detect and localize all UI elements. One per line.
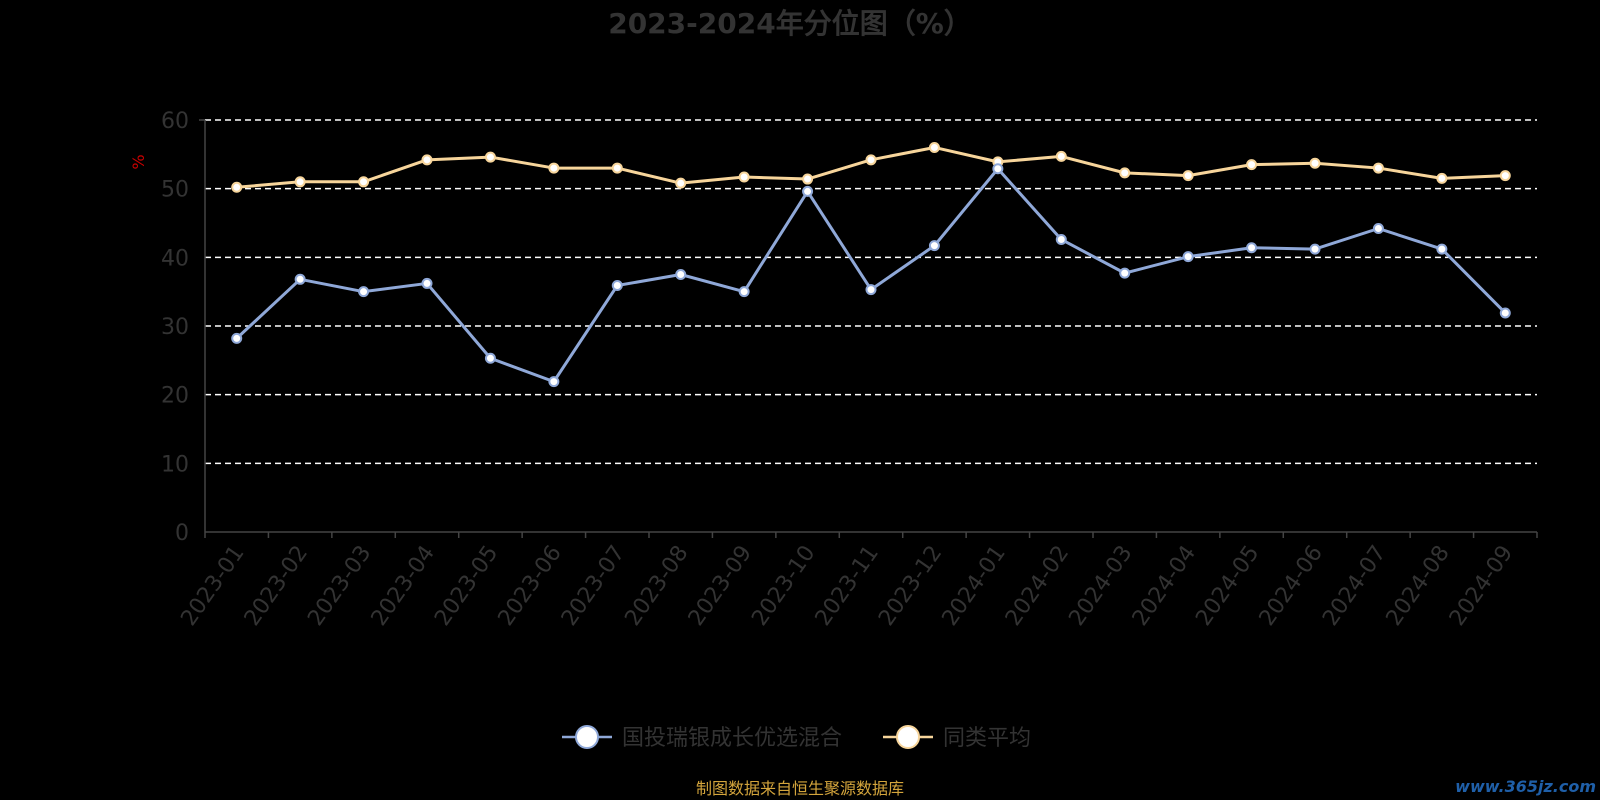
data-point[interactable] — [294, 176, 306, 188]
y-tick-label: 20 — [161, 384, 189, 409]
data-point[interactable] — [548, 376, 560, 388]
data-point[interactable] — [231, 181, 243, 193]
x-tick-label: 2024-04 — [1128, 541, 1201, 631]
x-tick-label: 2024-08 — [1382, 541, 1455, 631]
legend-swatch-marker — [575, 725, 599, 749]
data-point[interactable] — [738, 286, 750, 298]
legend-label: 同类平均 — [943, 726, 1031, 751]
data-point[interactable] — [1499, 307, 1511, 319]
x-tick-label: 2023-09 — [684, 541, 757, 631]
data-point[interactable] — [928, 240, 940, 252]
x-tick-label: 2024-06 — [1255, 541, 1328, 631]
series-group — [231, 141, 1511, 388]
data-point[interactable] — [1182, 251, 1194, 263]
data-point[interactable] — [992, 163, 1004, 175]
data-point[interactable] — [1436, 243, 1448, 255]
y-tick-label: 30 — [161, 315, 189, 340]
y-tick-label: 0 — [175, 521, 189, 546]
data-point[interactable] — [421, 277, 433, 289]
data-point[interactable] — [421, 154, 433, 166]
x-tick-label: 2023-06 — [494, 541, 567, 631]
data-point[interactable] — [865, 284, 877, 296]
data-point[interactable] — [1499, 170, 1511, 182]
data-point[interactable] — [1119, 267, 1131, 279]
y-tick-labels: 0 10 20 30 40 50 60 — [161, 109, 189, 546]
legend-item[interactable]: 同类平均 — [883, 725, 1031, 751]
data-point[interactable] — [231, 332, 243, 344]
data-point[interactable] — [358, 176, 370, 188]
data-point[interactable] — [1436, 172, 1448, 184]
x-tick-label: 2023-05 — [430, 541, 503, 631]
x-tick-label: 2024-09 — [1445, 541, 1518, 631]
data-point[interactable] — [1182, 170, 1194, 182]
x-tick-label: 2023-10 — [747, 541, 820, 631]
data-point[interactable] — [1309, 243, 1321, 255]
series-1 — [231, 141, 1511, 193]
data-point[interactable] — [1372, 222, 1384, 234]
gridlines — [205, 119, 1537, 465]
data-point[interactable] — [865, 154, 877, 166]
x-tick-label: 2024-03 — [1064, 541, 1137, 631]
chart-title: 2023-2024年分位图（%） — [608, 7, 972, 40]
series-line — [235, 167, 1507, 384]
data-point[interactable] — [1309, 157, 1321, 169]
data-point[interactable] — [1246, 242, 1258, 254]
legend-item[interactable]: 国投瑞银成长优选混合 — [562, 725, 842, 751]
data-point[interactable] — [1372, 162, 1384, 174]
data-point[interactable] — [1055, 150, 1067, 162]
legend-label: 国投瑞银成长优选混合 — [622, 726, 842, 751]
y-tick-label: 50 — [161, 178, 189, 203]
data-point[interactable] — [675, 269, 687, 280]
y-tick-label: 10 — [161, 452, 189, 477]
data-point[interactable] — [294, 273, 306, 285]
data-point[interactable] — [1246, 159, 1258, 171]
data-point[interactable] — [738, 171, 750, 183]
x-tick-label: 2023-08 — [620, 541, 693, 631]
x-tick-label: 2023-11 — [811, 541, 884, 631]
y-axis-unit: % — [129, 154, 148, 169]
data-point[interactable] — [1055, 233, 1067, 245]
x-tick-label: 2024-01 — [938, 541, 1011, 631]
x-tick-label: 2024-05 — [1191, 541, 1264, 631]
legend[interactable]: 国投瑞银成长优选混合 同类平均 — [562, 725, 1031, 751]
axes — [199, 119, 1538, 538]
x-tick-label: 2023-01 — [176, 541, 249, 631]
data-point[interactable] — [484, 352, 496, 364]
y-tick-label: 40 — [161, 246, 189, 271]
data-point[interactable] — [802, 185, 814, 197]
x-tick-label: 2024-07 — [1318, 541, 1391, 631]
x-tick-label: 2024-02 — [1001, 541, 1074, 631]
series-0 — [231, 163, 1511, 388]
data-point[interactable] — [928, 141, 940, 153]
x-tick-label: 2023-12 — [874, 541, 947, 631]
x-tick-label: 2023-03 — [303, 541, 376, 631]
watermark: www.365jz.com — [1455, 777, 1596, 796]
y-tick-label: 60 — [161, 109, 189, 134]
data-point[interactable] — [358, 286, 370, 298]
data-point[interactable] — [675, 177, 687, 189]
data-point[interactable] — [802, 173, 814, 185]
x-tick-label: 2023-02 — [240, 541, 313, 631]
data-point[interactable] — [1119, 167, 1131, 179]
legend-swatch-marker — [896, 725, 920, 749]
data-point[interactable] — [548, 162, 560, 174]
x-tick-label: 2023-07 — [557, 541, 630, 631]
x-tick-labels: 2023-012023-022023-032023-042023-052023-… — [176, 541, 1518, 631]
data-source-note: 制图数据来自恒生聚源数据库 — [696, 779, 904, 798]
data-point[interactable] — [484, 151, 496, 163]
data-point[interactable] — [611, 279, 623, 291]
data-point[interactable] — [611, 162, 623, 174]
x-tick-label: 2023-04 — [367, 541, 440, 631]
